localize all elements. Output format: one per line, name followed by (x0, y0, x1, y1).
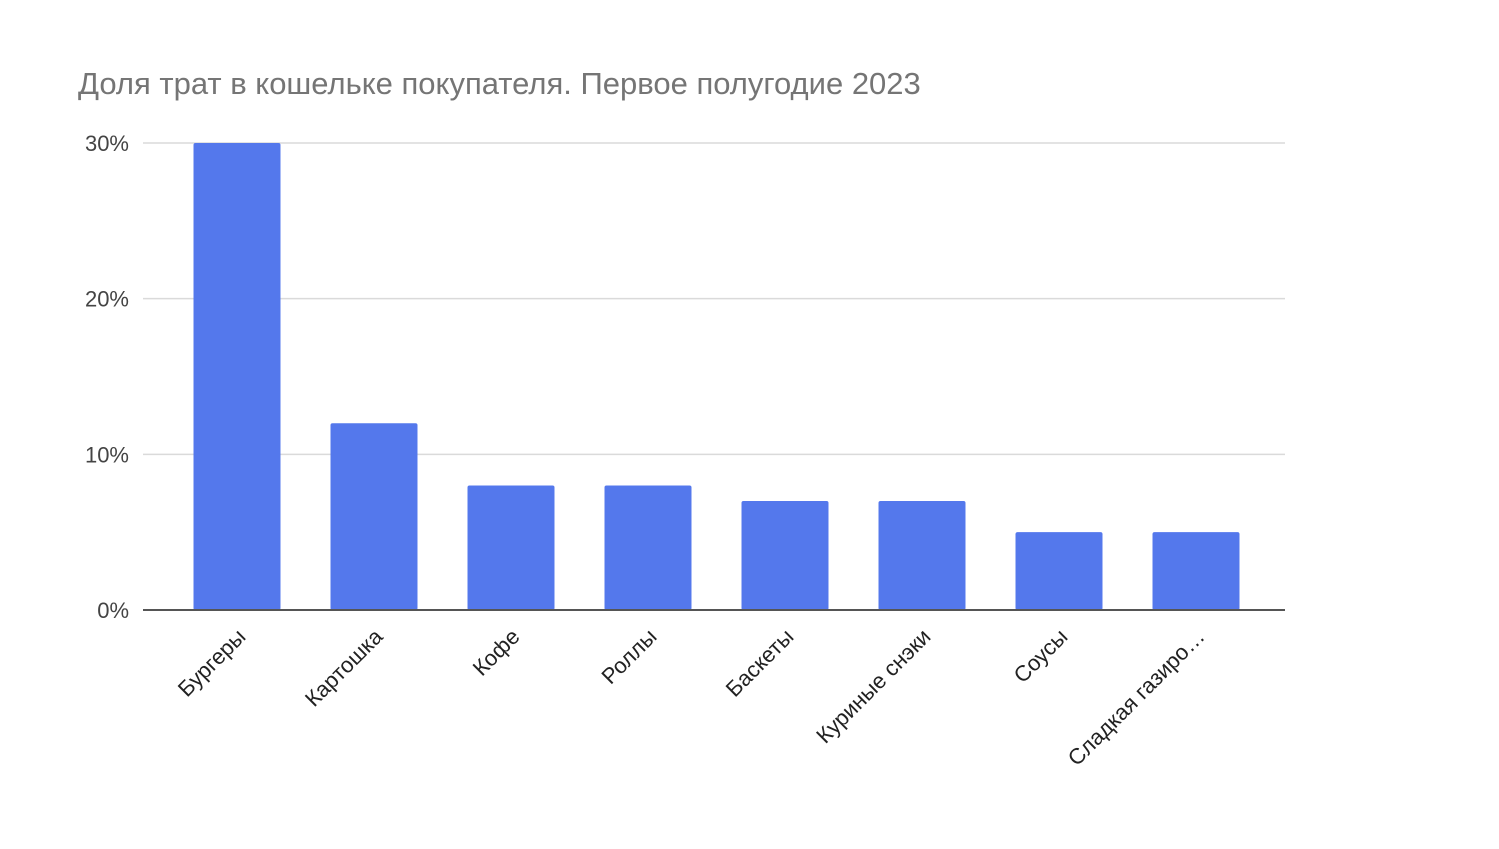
x-axis-labels: Бургеры Картошка Кофе Роллы Баскеты Куриные с… (173, 623, 1210, 770)
x-category-label: Куриные снэки (811, 624, 935, 748)
y-tick-label: 20% (85, 287, 129, 312)
x-category-label: Соусы (1009, 624, 1073, 688)
bars (193, 143, 1240, 610)
bar (1152, 532, 1240, 610)
bar (467, 485, 555, 610)
bar (330, 423, 418, 610)
bar (878, 501, 966, 610)
y-tick-label: 30% (85, 131, 129, 156)
chart-title: Доля трат в кошельке покупателя. Первое … (78, 66, 921, 101)
y-tick-label: 10% (85, 442, 129, 467)
x-category-label: Бургеры (173, 624, 251, 702)
bar (193, 143, 281, 610)
x-category-label: Картошка (300, 623, 388, 711)
bar (604, 485, 692, 610)
y-axis-ticks: 0% 10% 20% 30% (85, 131, 129, 623)
x-category-label: Кофе (468, 624, 525, 681)
bar (1015, 532, 1103, 610)
x-category-label: Роллы (597, 624, 662, 689)
x-category-label: Баскеты (721, 624, 799, 702)
x-category-label: Сладкая газиро… (1063, 624, 1210, 771)
gridlines (143, 142, 1285, 456)
y-tick-label: 0% (97, 598, 129, 623)
bar (741, 501, 829, 610)
